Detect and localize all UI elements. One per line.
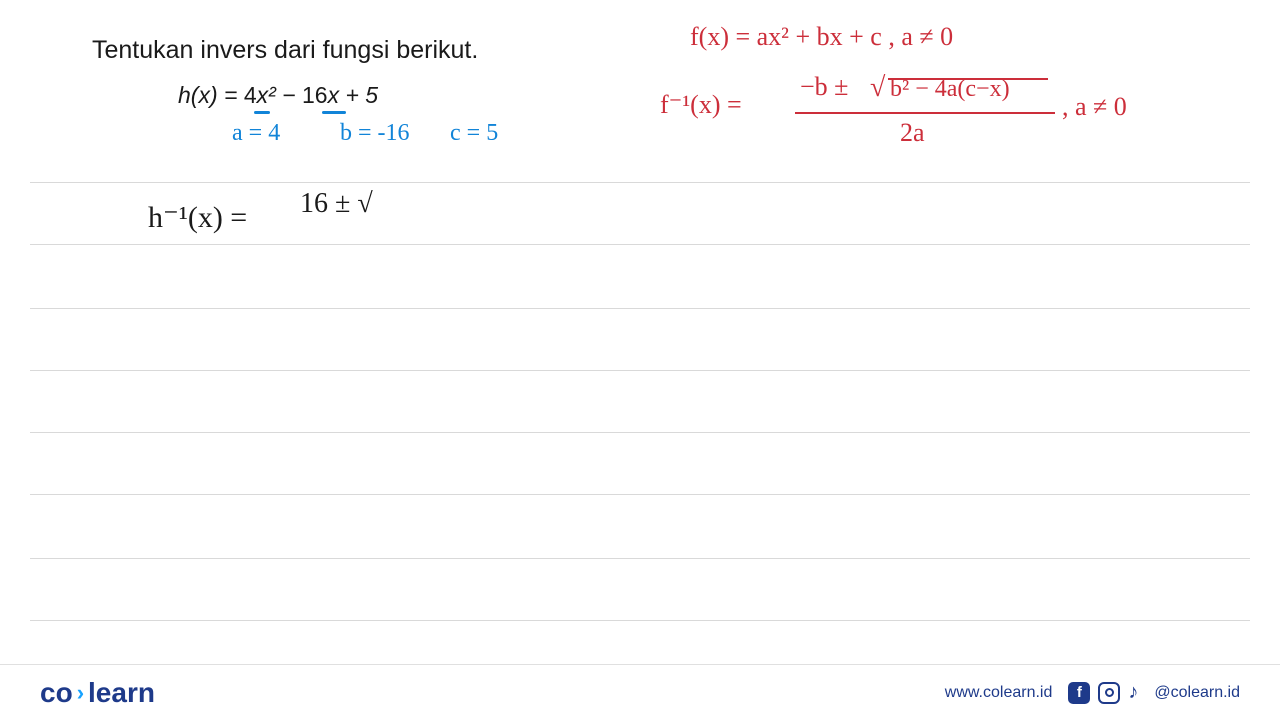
formula-lhs: f⁻¹(x) =	[660, 90, 742, 120]
ruled-line	[30, 432, 1250, 433]
instagram-icon	[1098, 682, 1120, 704]
logo-learn: learn	[88, 677, 155, 709]
fraction-bar	[795, 112, 1055, 114]
formula-cond: , a ≠ 0	[1062, 92, 1127, 122]
eq-lhs: h(x) =	[178, 82, 244, 108]
eq-d: x + 5	[328, 82, 379, 108]
annot-b: b = -16	[340, 120, 410, 147]
work-lhs: h⁻¹(x) =	[148, 200, 247, 235]
eq-a: 4	[244, 82, 257, 108]
ruled-line	[30, 182, 1250, 183]
social-icons: f ♪	[1068, 681, 1138, 704]
canvas: Tentukan invers dari fungsi berikut. h(x…	[0, 0, 1280, 720]
ruled-line	[30, 494, 1250, 495]
logo-caret-icon: ›	[77, 680, 84, 706]
problem-equation: h(x) = 4x² − 16x + 5	[178, 82, 378, 109]
problem-title: Tentukan invers dari fungsi berikut.	[92, 36, 478, 65]
formula-num-sqrt: b² − 4a(c−x)	[890, 76, 1010, 103]
ruled-line	[30, 244, 1250, 245]
formula-den: 2a	[900, 118, 925, 148]
footer: co › learn www.colearn.id f ♪ @colearn.i…	[0, 664, 1280, 720]
formula-num-left: −b ±	[800, 72, 848, 102]
ruled-line	[30, 308, 1250, 309]
facebook-icon: f	[1068, 682, 1090, 704]
sqrt-sign: √	[870, 72, 885, 104]
logo-co: co	[40, 677, 73, 709]
logo: co › learn	[40, 677, 155, 709]
footer-handle: @colearn.id	[1154, 684, 1240, 702]
ruled-line	[30, 558, 1250, 559]
annot-a: a = 4	[232, 120, 280, 147]
underline-b	[322, 111, 346, 114]
eq-c: 16	[302, 82, 328, 108]
footer-url: www.colearn.id	[945, 684, 1053, 702]
eq-b: x² −	[257, 82, 302, 108]
ruled-line	[30, 370, 1250, 371]
formula-line1: f(x) = ax² + bx + c , a ≠ 0	[690, 22, 953, 52]
underline-a	[254, 111, 270, 114]
footer-right: www.colearn.id f ♪ @colearn.id	[945, 681, 1240, 704]
ruled-line	[30, 620, 1250, 621]
annot-c: c = 5	[450, 120, 498, 147]
work-num: 16 ± √	[300, 188, 373, 220]
tiktok-icon: ♪	[1128, 681, 1138, 704]
